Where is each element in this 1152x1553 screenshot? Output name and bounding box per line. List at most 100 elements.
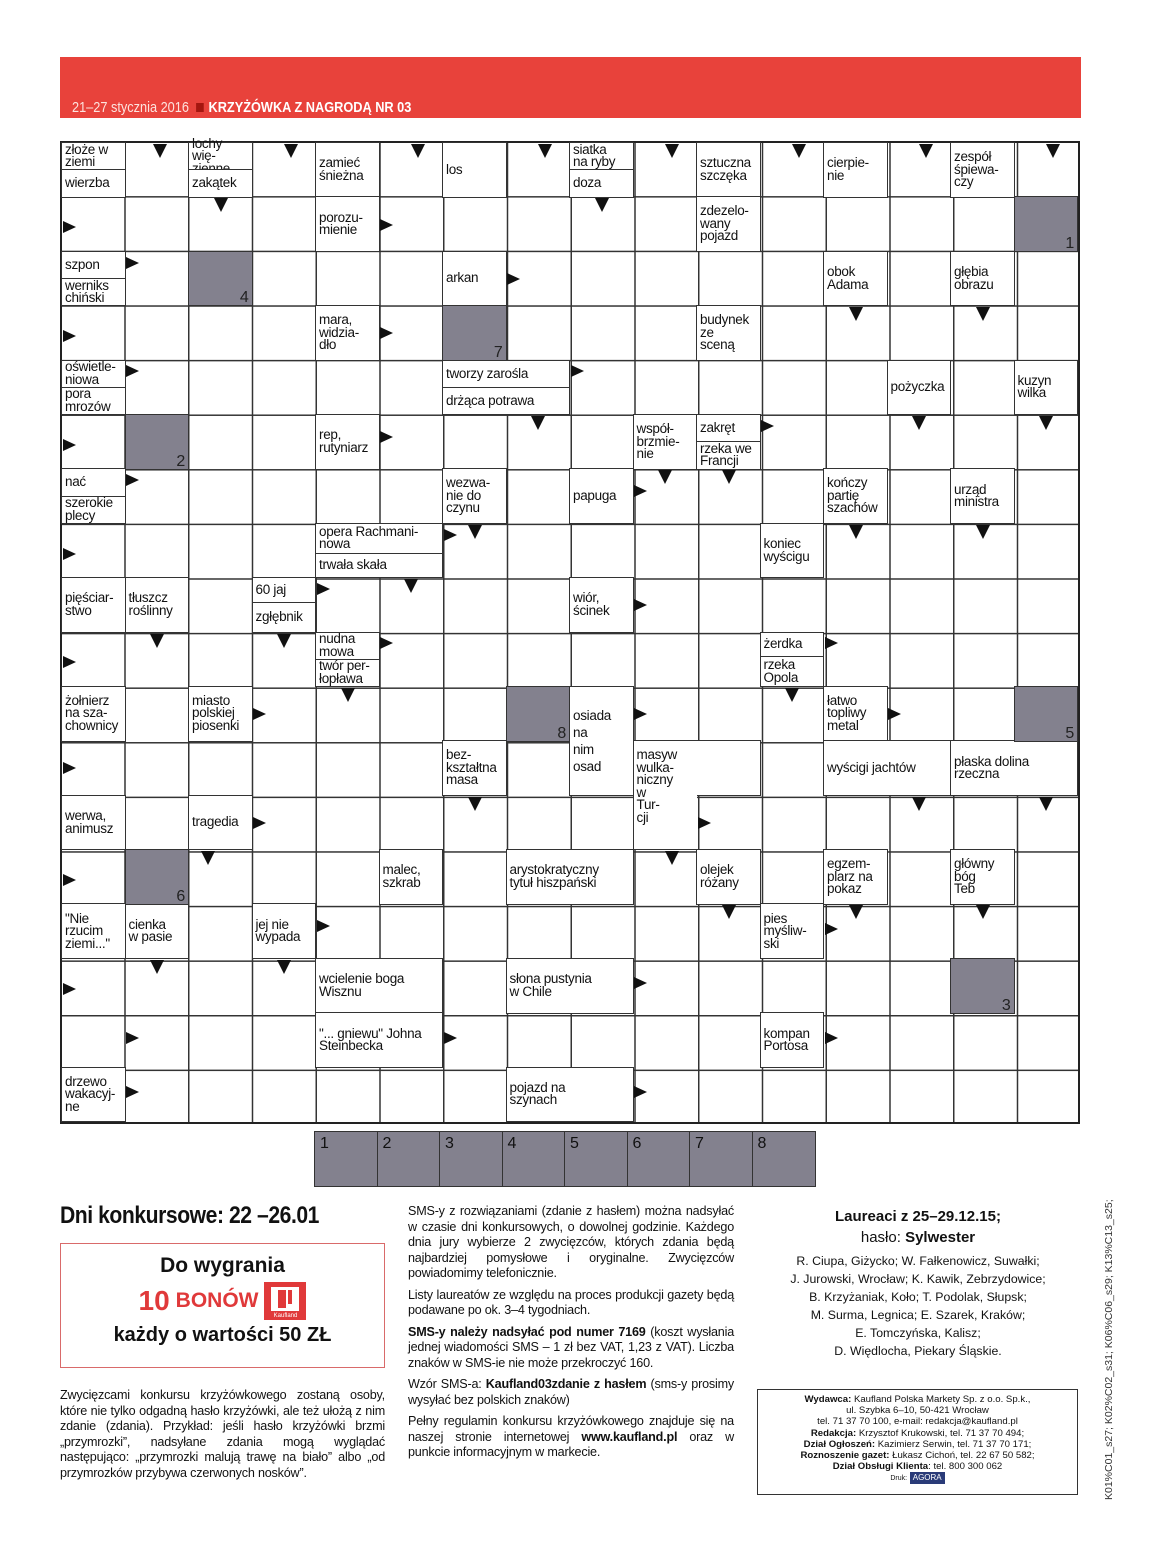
clue-cell: los (442, 142, 507, 198)
clue-cell: koniec wyścigu (759, 522, 825, 579)
arrow-right-icon (126, 256, 139, 269)
arrow-right-icon (824, 922, 838, 935)
arrow-down-icon (975, 524, 990, 539)
arrow-down-icon (791, 144, 806, 158)
clue-cell: siatka na ryby (569, 142, 634, 171)
winner-line: D. Więdlocha, Piekary Śląskie. (834, 1344, 1002, 1358)
clue-cell: werwa, animusz (61, 794, 126, 851)
winner-line: J. Jurowski, Wrocław; K. Kawik, Zebrzydo… (790, 1272, 1046, 1286)
kaufland-logo: Kaufland (264, 1282, 307, 1320)
arrow-right-icon (634, 599, 647, 612)
clue-cell: "... gniewu" Johna Steinbecka (315, 1012, 444, 1068)
website-link[interactable]: www.kaufland.pl (581, 1429, 678, 1444)
arrow-down-icon (975, 905, 990, 920)
clue-cell: wierzba (61, 169, 126, 198)
solution-cell: 2 (124, 413, 190, 470)
solution-number: 6 (176, 887, 186, 905)
clue-cell: nać (61, 468, 126, 497)
arrow-down-icon (410, 144, 425, 158)
square-bullet-icon (195, 103, 204, 112)
arrow-right-icon (443, 528, 457, 541)
clue-cell: tworzy zarośla (442, 359, 571, 389)
solution-strip-box: 8 (752, 1132, 815, 1186)
arrow-right-icon (443, 1031, 457, 1044)
clue-cell: "Nie rzucim ziemi..." (61, 903, 126, 960)
sms-number-paragraph: SMS-y należy nadsyłać pod numer 7169 (ko… (408, 1324, 734, 1370)
clue-cell: szpon (61, 250, 126, 280)
solution-number: 5 (1065, 724, 1075, 742)
arrow-down-icon (664, 851, 679, 866)
page-title: KRZYŻÓWKA Z NAGRODĄ NR 03 (208, 99, 412, 116)
arrow-right-icon (888, 708, 901, 721)
clue-cell: słona pustynia w Chile (505, 957, 634, 1014)
clue-cell: zdezelo- wany pojazd (696, 196, 761, 253)
clue-cell-extension (696, 740, 761, 796)
arrow-down-icon (848, 524, 863, 539)
arrow-right-icon (316, 920, 330, 933)
winners-title: Laureaci z 25–29.12.15; (835, 1208, 1001, 1225)
sms-paragraph: Listy laureatów ze względu na proces pro… (408, 1287, 734, 1318)
arrow-right-icon (634, 708, 647, 721)
prize-unit: BONÓW (175, 1289, 259, 1312)
prize-value: każdy o wartości 50 ZŁ (113, 1324, 332, 1346)
arrow-right-icon (697, 816, 711, 829)
issue-date: 21–27 stycznia 2016 (72, 99, 189, 116)
clue-cell: nudna mowa (315, 631, 380, 660)
prize-heading: Do wygrania (160, 1254, 285, 1277)
solution-cell: 6 (124, 849, 190, 905)
imprint-box: Wydawca: Kaufland Polska Markety Sp. z o… (757, 1389, 1078, 1495)
solution-number: 7 (493, 343, 503, 361)
clue-cell: zakręt (696, 413, 761, 443)
solution-cell: 1 (1013, 196, 1079, 253)
arrow-right-icon (824, 1031, 838, 1044)
prize-box: Do wygrania 10 BONÓW Kaufland każdy o wa… (60, 1243, 385, 1368)
clue-cell: sztuczna szczęka (696, 142, 761, 198)
prize-count: 10 (138, 1285, 170, 1316)
clue-cell: pożyczka (886, 359, 952, 416)
clue-cell: obok Adama (823, 250, 888, 307)
winners: Laureaci z 25–29.12.15; hasło: Sylwester… (760, 1208, 1076, 1360)
clue-cell: płaska dolina rzeczna (950, 740, 1079, 796)
clue-cell: rep, rutyniarz (315, 413, 380, 470)
arrow-down-icon (467, 796, 482, 811)
solution-strip-box: 7 (690, 1132, 753, 1186)
clue-cell: twór per- łopława (315, 658, 380, 688)
clue-cell: tragedia (188, 794, 253, 851)
clue-cell: mara, widzia- dło (315, 305, 380, 361)
rules-text: Zwycięzcami konkursu krzyżówkowego zosta… (60, 1388, 385, 1480)
sms-info: SMS-y z rozwiązaniami (zdanie z hasłem) … (408, 1204, 734, 1467)
clue-cell: arystokratyczny tytuł hiszpański (505, 849, 634, 905)
clue-cell: papuga (569, 468, 634, 525)
solution-strip-box: 1 (315, 1132, 378, 1186)
arrow-down-icon (848, 307, 863, 322)
arrow-down-icon (918, 144, 933, 158)
arrow-down-icon (537, 144, 552, 158)
winners-password: hasło: Sylwester (860, 1229, 976, 1246)
rules-link-paragraph: Pełny regulamin konkursu krzyżówkowego z… (408, 1414, 734, 1459)
arrow-down-icon (283, 144, 298, 158)
clue-cell: bez- kształtna masa (442, 740, 507, 796)
clue-cell: budynek ze sceną (696, 305, 761, 361)
arrow-down-icon (150, 633, 165, 648)
clue-cell: pies myśliw- ski (759, 903, 825, 960)
clue-cell: kompan Portosa (759, 1012, 825, 1068)
clue-cell: współ- brzmie- nie (632, 413, 698, 470)
clue-cell: zamieć śnieżna (315, 142, 380, 198)
solution-strip-box: 3 (440, 1132, 503, 1186)
clue-cell: wezwa- nie do czynu (442, 468, 507, 525)
header-bar: 21–27 stycznia 2016 KRZYŻÓWKA Z NAGRODĄ N… (60, 57, 1081, 118)
arrow-right-icon (380, 430, 393, 443)
clue-cell: żerdka (759, 631, 825, 658)
arrow-right-icon (62, 547, 76, 560)
arrow-right-icon (62, 656, 76, 669)
winners-list: R. Ciupa, Giżycko; W. Fałkenowicz, Suwał… (760, 1252, 1076, 1360)
clue-cell: zespół śpiewa- czy (950, 142, 1015, 198)
solution-cell: 5 (1013, 685, 1079, 742)
arrow-right-icon (62, 982, 76, 995)
clue-cell: masyw wulka- niczny w Tur- cji (632, 740, 698, 851)
arrow-down-icon (153, 144, 168, 158)
clue-cell: porozu- mienie (315, 196, 380, 253)
clue-cell: głębia obrazu (950, 250, 1015, 307)
clue-cell: rzeka we Francji (696, 441, 761, 470)
solution-cell: 8 (505, 685, 571, 742)
